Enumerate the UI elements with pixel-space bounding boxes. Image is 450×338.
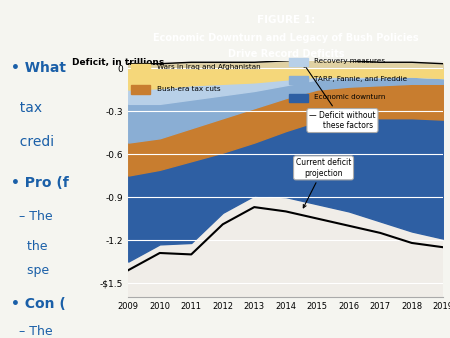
Text: Recovery measures: Recovery measures — [314, 58, 385, 64]
Bar — [131, 64, 150, 73]
Text: FIGURE 1:: FIGURE 1: — [256, 15, 315, 25]
Text: Economic downturn: Economic downturn — [314, 94, 386, 100]
Text: Economic Downturn and Legacy of Bush Policies: Economic Downturn and Legacy of Bush Pol… — [153, 33, 419, 43]
Text: tax: tax — [11, 101, 42, 115]
Text: Wars in Iraq and Afghanistan: Wars in Iraq and Afghanistan — [157, 65, 260, 70]
Text: spe: spe — [11, 264, 49, 277]
Text: TARP, Fannie, and Freddie: TARP, Fannie, and Freddie — [314, 76, 407, 82]
Text: — Deficit without
     these factors: — Deficit without these factors — [304, 64, 376, 130]
Text: – The: – The — [11, 210, 52, 223]
Bar — [131, 86, 150, 94]
Bar — [289, 94, 308, 102]
Text: credi: credi — [11, 135, 54, 149]
Text: Bush-era tax cuts: Bush-era tax cuts — [157, 86, 220, 92]
Text: Current deficit
projection: Current deficit projection — [296, 158, 351, 208]
Text: Deficit, in trillions: Deficit, in trillions — [72, 58, 164, 68]
Text: the: the — [11, 240, 47, 253]
Bar — [289, 58, 308, 67]
Text: • What: • What — [11, 61, 66, 75]
Bar — [289, 76, 308, 84]
Text: Drive Record Deficits: Drive Record Deficits — [228, 49, 344, 59]
Text: • Pro (f: • Pro (f — [11, 175, 68, 190]
Text: • Con (: • Con ( — [11, 297, 66, 311]
Text: – The: – The — [11, 325, 52, 338]
